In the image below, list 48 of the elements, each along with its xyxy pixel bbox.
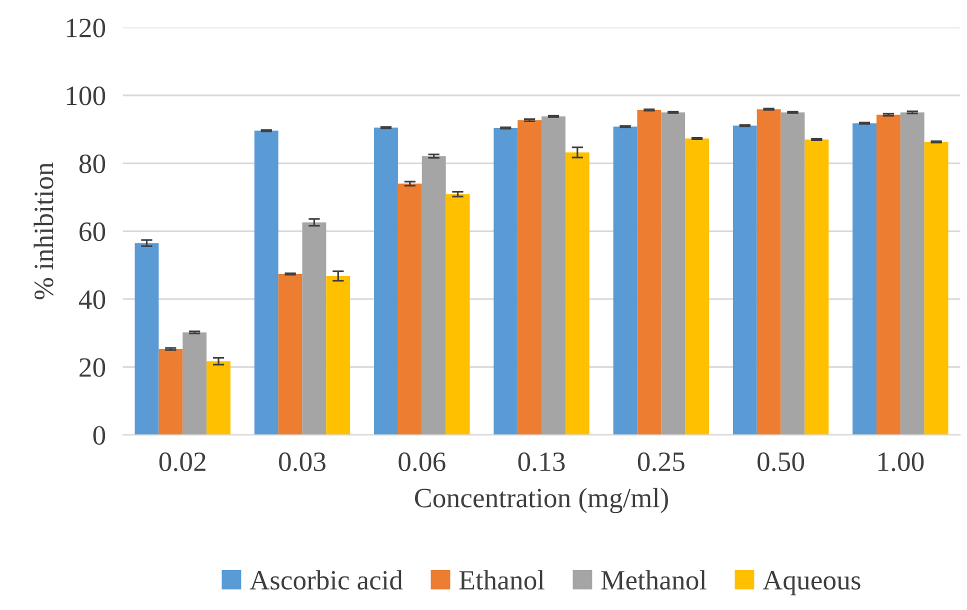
x-tick-label: 0.13	[518, 452, 565, 472]
bar	[206, 361, 230, 435]
bar	[852, 123, 876, 435]
bar	[446, 194, 470, 435]
bar	[182, 332, 207, 435]
x-tick-label: 1.00	[878, 452, 924, 472]
bar	[732, 126, 757, 435]
x-tick-label: 0.03	[279, 452, 326, 472]
bar	[637, 110, 662, 435]
bar	[780, 112, 805, 435]
bar	[900, 112, 924, 435]
y-tick-label: 100	[66, 86, 106, 106]
bar	[876, 114, 900, 435]
legend-label: Aqueous	[762, 571, 860, 596]
bar	[613, 126, 638, 435]
bar	[494, 128, 518, 435]
x-tick-label: 0.06	[398, 452, 446, 472]
legend-label: Ascorbic acid	[250, 570, 403, 590]
y-tick-label: 20	[80, 358, 106, 377]
y-axis-title: % inhibition	[34, 162, 54, 300]
bar	[661, 112, 686, 435]
x-tick-label: 0.50	[758, 452, 804, 472]
bar	[302, 222, 326, 435]
y-tick-label: 60	[80, 222, 106, 242]
bar	[804, 140, 829, 435]
bar	[326, 276, 350, 435]
bar	[254, 130, 278, 435]
bar	[565, 152, 590, 435]
bar	[422, 156, 446, 435]
legend-label: Methanol	[601, 570, 706, 590]
bar	[685, 138, 710, 435]
bar	[924, 142, 948, 435]
bar	[374, 128, 398, 435]
bar	[542, 116, 566, 435]
bar	[278, 274, 302, 435]
y-tick-label: 120	[66, 18, 106, 38]
bar	[158, 349, 183, 435]
bar	[756, 109, 781, 435]
bar	[134, 243, 159, 435]
x-axis-title: Concentration (mg/ml)	[414, 488, 668, 514]
legend-label: Ethanol	[459, 570, 544, 590]
x-tick-label: 0.02	[159, 452, 206, 472]
y-tick-label: 40	[78, 290, 106, 310]
bar	[518, 120, 542, 435]
y-tick-label: 0	[93, 426, 106, 445]
bar	[398, 184, 422, 435]
y-tick-label: 80	[79, 154, 106, 174]
x-tick-label: 0.25	[638, 452, 684, 472]
